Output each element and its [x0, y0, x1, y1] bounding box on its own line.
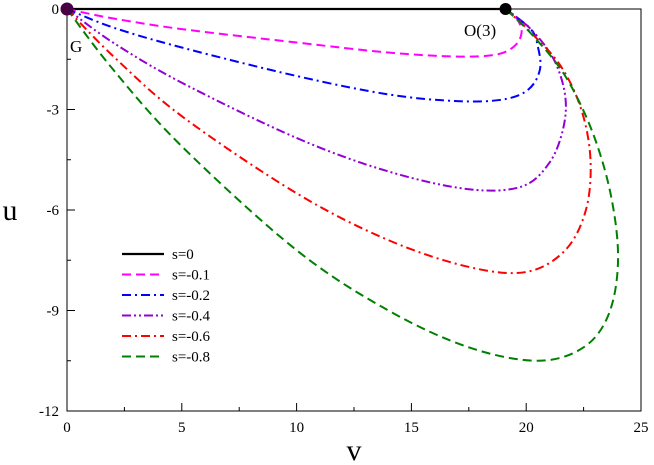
- y-tick-label: -6: [47, 203, 60, 219]
- y-tick-label: -9: [47, 304, 60, 320]
- legend-label: s=-0.1: [172, 268, 210, 284]
- series-line-s-0-1: [66, 8, 523, 58]
- series-line-s-0-2: [66, 8, 542, 103]
- legend-label: s=-0.4: [172, 309, 211, 325]
- legend: s=0 s=-0.1 s=-0.2 s=-0.4 s=-0.6 s=-0.8: [122, 247, 211, 366]
- x-tick-label: 20: [519, 420, 534, 436]
- legend-label: s=-0.8: [172, 350, 210, 366]
- legend-label: s=0: [172, 247, 194, 263]
- y-tick-label: -3: [47, 103, 60, 119]
- legend-label: s=-0.6: [172, 329, 211, 345]
- fixed-point-o3: [499, 3, 512, 15]
- annotation-o3: O(3): [464, 21, 496, 40]
- points-group: [60, 2, 512, 16]
- x-tick-label: 10: [289, 420, 304, 436]
- x-tick-label: 0: [63, 420, 71, 436]
- x-axis-title: v: [347, 434, 362, 465]
- y-tick-label: 0: [52, 2, 60, 18]
- ticks: 0 5 10 15 20 25 0 -3 -6 -9 -12: [39, 2, 649, 436]
- series-line-s-0-8: [66, 8, 620, 362]
- series-group: [66, 7, 620, 362]
- x-tick-label: 5: [178, 420, 186, 436]
- plot-frame: [66, 8, 642, 412]
- fixed-point-g: [60, 2, 74, 16]
- x-tick-label: 15: [404, 420, 419, 436]
- y-tick-label: -12: [39, 404, 59, 420]
- series-line-s-0-6: [66, 8, 592, 275]
- y-axis-title: u: [3, 194, 18, 227]
- x-tick-label: 25: [634, 420, 649, 436]
- legend-label: s=-0.2: [172, 288, 210, 304]
- annotation-g: G: [70, 37, 82, 56]
